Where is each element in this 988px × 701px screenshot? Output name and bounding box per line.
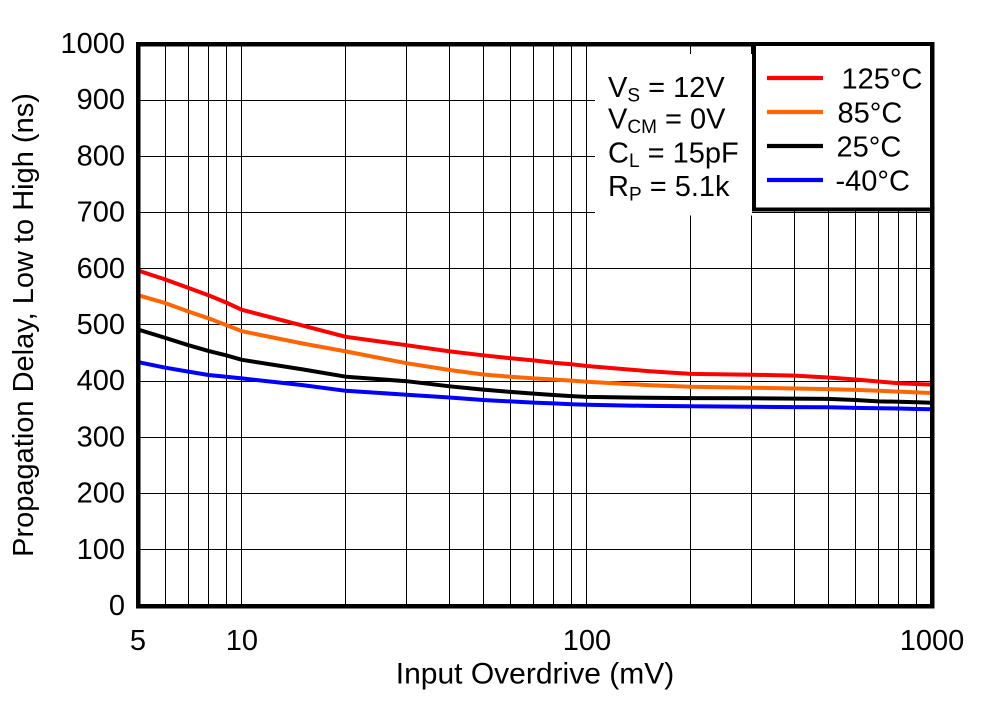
svg-text:100: 100 — [77, 534, 125, 566]
svg-text:600: 600 — [77, 253, 125, 285]
svg-text:1000: 1000 — [60, 28, 125, 60]
svg-text:900: 900 — [77, 84, 125, 116]
svg-text:300: 300 — [77, 421, 125, 453]
svg-text:700: 700 — [77, 197, 125, 229]
svg-text:200: 200 — [77, 478, 125, 510]
svg-text:-40°C: -40°C — [836, 165, 910, 197]
svg-text:25°C: 25°C — [837, 131, 902, 163]
svg-text:85°C: 85°C — [838, 97, 903, 129]
svg-text:10: 10 — [226, 625, 258, 657]
svg-text:CL = 15pF: CL = 15pF — [608, 138, 739, 173]
svg-text:Input Overdrive (mV): Input Overdrive (mV) — [396, 658, 674, 691]
svg-text:VS = 12V: VS = 12V — [608, 72, 725, 107]
svg-text:125°C: 125°C — [842, 64, 923, 96]
svg-text:Propagation Delay, Low to High: Propagation Delay, Low to High (ns) — [8, 93, 40, 557]
svg-text:800: 800 — [77, 140, 125, 172]
svg-text:5: 5 — [130, 625, 146, 657]
svg-text:VCM = 0V: VCM = 0V — [608, 104, 726, 139]
svg-text:500: 500 — [77, 309, 125, 341]
svg-text:1000: 1000 — [900, 625, 965, 657]
svg-text:0: 0 — [109, 590, 125, 622]
svg-text:100: 100 — [563, 625, 611, 657]
svg-text:400: 400 — [77, 365, 125, 397]
svg-text:RP = 5.1k: RP = 5.1k — [608, 171, 730, 206]
